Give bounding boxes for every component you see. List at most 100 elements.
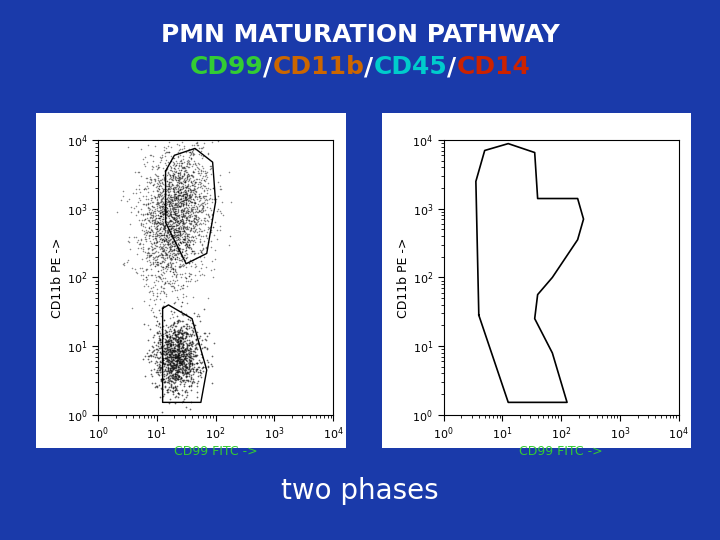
Point	[180, 349, 192, 358]
Point	[196, 176, 207, 185]
Point	[178, 158, 189, 167]
Point	[184, 171, 195, 179]
Point	[153, 192, 165, 201]
Point	[179, 178, 191, 186]
Point	[181, 192, 192, 200]
Point	[184, 151, 196, 159]
Point	[176, 212, 187, 220]
Point	[165, 357, 176, 366]
Point	[158, 284, 170, 293]
Point	[168, 239, 179, 248]
Point	[149, 244, 161, 252]
Point	[171, 228, 183, 237]
Point	[165, 362, 176, 370]
Point	[156, 220, 167, 228]
Point	[169, 240, 181, 249]
Point	[181, 233, 192, 242]
Point	[190, 187, 202, 195]
Point	[131, 249, 143, 258]
Point	[193, 227, 204, 235]
Point	[173, 206, 184, 214]
Point	[176, 357, 187, 366]
Point	[181, 341, 192, 350]
Point	[173, 373, 184, 381]
Point	[159, 350, 171, 359]
Point	[197, 244, 209, 253]
Point	[155, 238, 166, 247]
Point	[165, 202, 176, 211]
Point	[152, 198, 163, 206]
Point	[172, 281, 184, 289]
Point	[174, 176, 185, 185]
Point	[166, 204, 178, 212]
Point	[177, 293, 189, 302]
Point	[192, 214, 204, 223]
Point	[158, 222, 170, 231]
Point	[158, 207, 170, 215]
Point	[170, 353, 181, 362]
Point	[176, 317, 188, 326]
Point	[170, 172, 181, 181]
Point	[132, 168, 144, 177]
Point	[171, 187, 182, 196]
Point	[185, 381, 197, 390]
Point	[179, 366, 190, 374]
Point	[151, 328, 163, 337]
Point	[166, 212, 178, 221]
Point	[155, 342, 166, 350]
Point	[163, 329, 175, 338]
Point	[168, 171, 179, 179]
Point	[146, 210, 158, 219]
Point	[173, 262, 184, 271]
Point	[177, 218, 189, 227]
Point	[174, 270, 186, 279]
Point	[161, 148, 172, 157]
Point	[184, 353, 196, 362]
Point	[184, 356, 196, 365]
Point	[169, 206, 181, 215]
Point	[158, 223, 170, 232]
Point	[199, 217, 211, 226]
Point	[148, 222, 160, 231]
Point	[170, 210, 181, 218]
Point	[153, 227, 164, 235]
Point	[181, 299, 192, 307]
Point	[183, 199, 194, 207]
Point	[180, 190, 192, 198]
Point	[159, 338, 171, 347]
Point	[152, 322, 163, 330]
Point	[164, 183, 176, 192]
Point	[171, 221, 183, 230]
Point	[160, 201, 171, 210]
Point	[166, 202, 178, 211]
Point	[138, 199, 150, 208]
Point	[156, 363, 167, 372]
Point	[153, 191, 164, 199]
Point	[177, 347, 189, 355]
Point	[179, 194, 191, 202]
Point	[168, 370, 179, 379]
Point	[112, 207, 123, 216]
Point	[164, 227, 176, 235]
Point	[165, 363, 176, 372]
Point	[181, 325, 193, 333]
Point	[174, 328, 185, 337]
Point	[168, 379, 180, 388]
Point	[152, 172, 163, 181]
Point	[169, 215, 181, 224]
Point	[161, 231, 172, 240]
Point	[161, 342, 173, 351]
Point	[169, 369, 181, 378]
Point	[184, 193, 195, 201]
Point	[173, 370, 184, 379]
Point	[159, 200, 171, 209]
Point	[195, 263, 207, 272]
Point	[166, 338, 178, 347]
Point	[164, 345, 176, 354]
Point	[144, 151, 156, 160]
Point	[152, 221, 163, 230]
Point	[189, 352, 200, 360]
Point	[185, 322, 197, 331]
Point	[163, 360, 174, 368]
Point	[202, 225, 214, 234]
